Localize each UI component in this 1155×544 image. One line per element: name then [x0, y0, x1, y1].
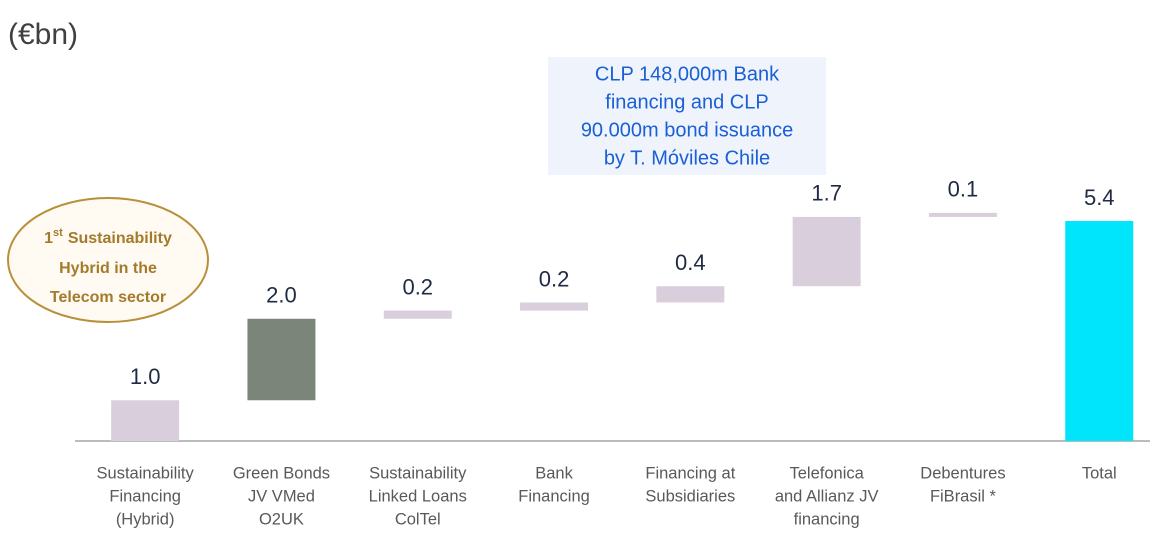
callout-text: by T. Móviles Chile	[604, 147, 770, 169]
x-tick-label: O2UK	[259, 510, 304, 528]
x-tick-label: FiBrasil *	[930, 487, 997, 505]
bar	[656, 286, 725, 303]
x-tick-label: (Hybrid)	[116, 510, 175, 528]
bar	[1065, 221, 1134, 441]
x-tick-label: ColTel	[395, 510, 441, 528]
x-tick-label: and Allianz JV	[775, 487, 879, 505]
badge-ordinal-suffix: st	[53, 227, 63, 239]
x-tick-label: financing	[794, 510, 860, 528]
x-tick-label: Telefonica	[789, 464, 864, 482]
value-label: 0.2	[539, 266, 570, 291]
callout-text: financing and CLP	[605, 91, 768, 113]
callout-box	[548, 57, 826, 175]
badge-text: 1st Sustainability	[44, 227, 172, 247]
callout-text: CLP 148,000m Bank	[595, 63, 780, 85]
x-tick-label: Green Bonds	[233, 464, 330, 482]
x-tick-label: JV VMed	[248, 487, 315, 505]
value-label: 5.4	[1084, 185, 1115, 210]
bar	[792, 216, 861, 287]
x-tick-label: Total	[1082, 464, 1117, 482]
bar	[383, 310, 452, 319]
x-tick-label: Linked Loans	[369, 487, 467, 505]
bar	[247, 318, 316, 401]
bar	[520, 302, 589, 311]
value-label: 0.4	[675, 250, 706, 275]
unit-label: (€bn)	[8, 18, 78, 51]
value-label: 1.7	[811, 181, 842, 206]
bar	[111, 400, 180, 441]
badge-ellipse	[7, 197, 209, 323]
callout-text: 90.000m bond issuance	[581, 119, 793, 141]
badge-line: Sustainability	[68, 230, 172, 247]
value-label: 0.2	[402, 274, 433, 299]
bar	[928, 212, 997, 217]
value-label: 1.0	[130, 364, 161, 389]
value-label: 2.0	[266, 283, 297, 308]
badge-ordinal: 1	[44, 230, 53, 247]
x-tick-label: Bank	[535, 464, 573, 482]
x-tick-label: Debentures	[920, 464, 1005, 482]
x-tick-label: Financing at	[645, 464, 735, 482]
x-tick-label: Financing	[109, 487, 181, 505]
badge-text: Hybrid in the	[59, 260, 157, 277]
x-tick-label: Sustainability	[97, 464, 195, 482]
x-tick-label: Subsidiaries	[645, 487, 735, 505]
badge-text: Telecom sector	[50, 289, 166, 306]
value-label: 0.1	[948, 177, 979, 202]
x-tick-label: Financing	[518, 487, 590, 505]
x-tick-label: Sustainability	[369, 464, 467, 482]
